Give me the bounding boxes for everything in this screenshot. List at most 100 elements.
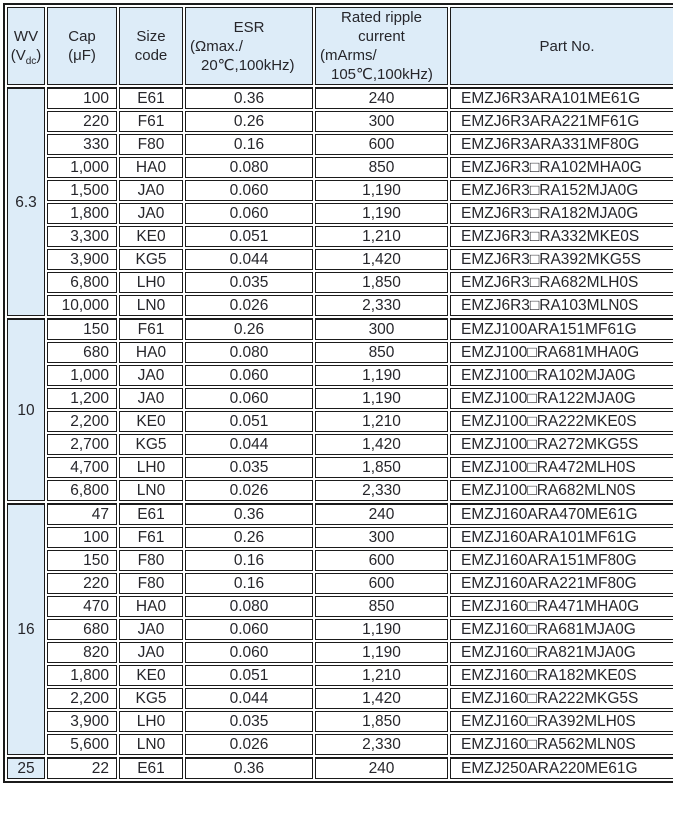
part-number-value: EMZJ6R3ARA221MF61G: [450, 111, 673, 132]
table-row: 220 F80 0.16 600 EMZJ160ARA221MF80G: [7, 573, 673, 594]
cap-title: Cap: [68, 28, 96, 45]
esr-value: 0.060: [185, 203, 313, 224]
esr-value: 0.051: [185, 226, 313, 247]
esr-value: 0.16: [185, 550, 313, 571]
ripple-current-value: 1,420: [315, 249, 448, 270]
esr-value: 0.035: [185, 272, 313, 293]
table-row: 470 HA0 0.080 850 EMZJ160□RA471MHA0G: [7, 596, 673, 617]
table-row: 2,700 KG5 0.044 1,420 EMZJ100□RA272MKG5S: [7, 434, 673, 455]
table-row: 1,200 JA0 0.060 1,190 EMZJ100□RA122MJA0G: [7, 388, 673, 409]
ripple-current-value: 1,190: [315, 388, 448, 409]
part-number-value: EMZJ6R3□RA332MKE0S: [450, 226, 673, 247]
part-number-value: EMZJ100□RA222MKE0S: [450, 411, 673, 432]
size-code-value: HA0: [119, 342, 183, 363]
col-header-part-no: Part No.: [450, 7, 673, 85]
cap-value: 1,500: [47, 180, 117, 201]
size-code-value: F80: [119, 573, 183, 594]
ripple-current-value: 300: [315, 318, 448, 340]
size-code-value: LN0: [119, 295, 183, 316]
esr-value: 0.060: [185, 388, 313, 409]
table-row: 220 F61 0.26 300 EMZJ6R3ARA221MF61G: [7, 111, 673, 132]
wv-group-label: 25: [7, 757, 45, 779]
table-row: 16 47 E61 0.36 240 EMZJ160ARA470ME61G: [7, 503, 673, 755]
size-code-value: F61: [119, 111, 183, 132]
table-row: 10,000 LN0 0.026 2,330 EMZJ6R3□RA103MLN0…: [7, 295, 673, 316]
part-number-value: EMZJ160□RA821MJA0G: [450, 642, 673, 663]
cap-value: 3,900: [47, 711, 117, 732]
table-row: 820 JA0 0.060 1,190 EMZJ160□RA821MJA0G: [7, 642, 673, 663]
ripple-current-value: 1,420: [315, 434, 448, 455]
ripple-current-value: 1,850: [315, 272, 448, 293]
size-code-value: LH0: [119, 457, 183, 478]
part-no-title: Part No.: [539, 37, 595, 55]
size-code-value: JA0: [119, 203, 183, 224]
esr-value: 0.26: [185, 527, 313, 548]
cap-value: 220: [47, 111, 117, 132]
table-row: 1,000 JA0 0.060 1,190 EMZJ100□RA102MJA0G: [7, 365, 673, 386]
ripple-current-value: 1,420: [315, 688, 448, 709]
esr-value: 0.026: [185, 734, 313, 755]
cap-value: 1,800: [47, 203, 117, 224]
ripple-current-value: 1,210: [315, 411, 448, 432]
size-code-value: JA0: [119, 619, 183, 640]
cap-value: 3,300: [47, 226, 117, 247]
esr-value: 0.26: [185, 318, 313, 340]
table-row: 10 150 F61 0.26 300 EMZJ100ARA151MF61G: [7, 318, 673, 501]
wv-group-label: 16: [7, 503, 45, 755]
size-code-value: JA0: [119, 365, 183, 386]
part-number-value: EMZJ100□RA472MLH0S: [450, 457, 673, 478]
part-number-value: EMZJ100□RA682MLN0S: [450, 480, 673, 501]
size-code-value: F80: [119, 550, 183, 571]
wv-title: WV: [13, 28, 39, 45]
part-number-value: EMZJ6R3ARA331MF80G: [450, 134, 673, 155]
cap-value: 100: [47, 527, 117, 548]
capacitor-spec-table: WV (Vdc) Cap (μF) Size code ESR (Ωmax./ …: [3, 3, 673, 783]
cap-value: 680: [47, 342, 117, 363]
table-row: 3,900 LH0 0.035 1,850 EMZJ160□RA392MLH0S: [7, 711, 673, 732]
table-row: 6,800 LH0 0.035 1,850 EMZJ6R3□RA682MLH0S: [7, 272, 673, 293]
col-header-size-code: Size code: [119, 7, 183, 85]
esr-value: 0.060: [185, 180, 313, 201]
table-row: 330 F80 0.16 600 EMZJ6R3ARA331MF80G: [7, 134, 673, 155]
esr-value: 0.080: [185, 596, 313, 617]
ripple-current-value: 240: [315, 503, 448, 525]
table-row: 1,000 HA0 0.080 850 EMZJ6R3□RA102MHA0G: [7, 157, 673, 178]
ripple-current-value: 850: [315, 157, 448, 178]
ripple-current-value: 300: [315, 111, 448, 132]
esr-value: 0.36: [185, 757, 313, 779]
table-row: 3,900 KG5 0.044 1,420 EMZJ6R3□RA392MKG5S: [7, 249, 673, 270]
part-number-value: EMZJ6R3□RA103MLN0S: [450, 295, 673, 316]
esr-value: 0.044: [185, 688, 313, 709]
part-number-value: EMZJ160□RA681MJA0G: [450, 619, 673, 640]
ripple-condition-2: 105℃,100kHz): [331, 66, 433, 83]
esr-value: 0.044: [185, 434, 313, 455]
cap-value: 2,200: [47, 411, 117, 432]
table-row: 680 JA0 0.060 1,190 EMZJ160□RA681MJA0G: [7, 619, 673, 640]
ripple-current-value: 600: [315, 573, 448, 594]
table-row: 1,800 KE0 0.051 1,210 EMZJ160□RA182MKE0S: [7, 665, 673, 686]
table-row: 2,200 KE0 0.051 1,210 EMZJ100□RA222MKE0S: [7, 411, 673, 432]
part-number-value: EMZJ160□RA392MLH0S: [450, 711, 673, 732]
esr-value: 0.060: [185, 365, 313, 386]
table-row: 1,500 JA0 0.060 1,190 EMZJ6R3□RA152MJA0G: [7, 180, 673, 201]
ripple-current-value: 2,330: [315, 480, 448, 501]
size-code-value: JA0: [119, 642, 183, 663]
col-header-wv: WV (Vdc): [7, 7, 45, 85]
cap-value: 150: [47, 550, 117, 571]
size-code-value: F80: [119, 134, 183, 155]
size-code-value: KG5: [119, 249, 183, 270]
esr-value: 0.36: [185, 87, 313, 109]
size-code-value: KE0: [119, 665, 183, 686]
esr-value: 0.080: [185, 342, 313, 363]
cap-unit: (μF): [68, 47, 96, 64]
size-code-value: HA0: [119, 157, 183, 178]
cap-value: 6,800: [47, 272, 117, 293]
part-number-value: EMZJ6R3□RA682MLH0S: [450, 272, 673, 293]
part-number-value: EMZJ160□RA471MHA0G: [450, 596, 673, 617]
cap-value: 4,700: [47, 457, 117, 478]
size-code-value: E61: [119, 503, 183, 525]
table-row: 3,300 KE0 0.051 1,210 EMZJ6R3□RA332MKE0S: [7, 226, 673, 247]
table-row: 100 F61 0.26 300 EMZJ160ARA101MF61G: [7, 527, 673, 548]
table-row: 5,600 LN0 0.026 2,330 EMZJ160□RA562MLN0S: [7, 734, 673, 755]
part-number-value: EMZJ6R3□RA392MKG5S: [450, 249, 673, 270]
